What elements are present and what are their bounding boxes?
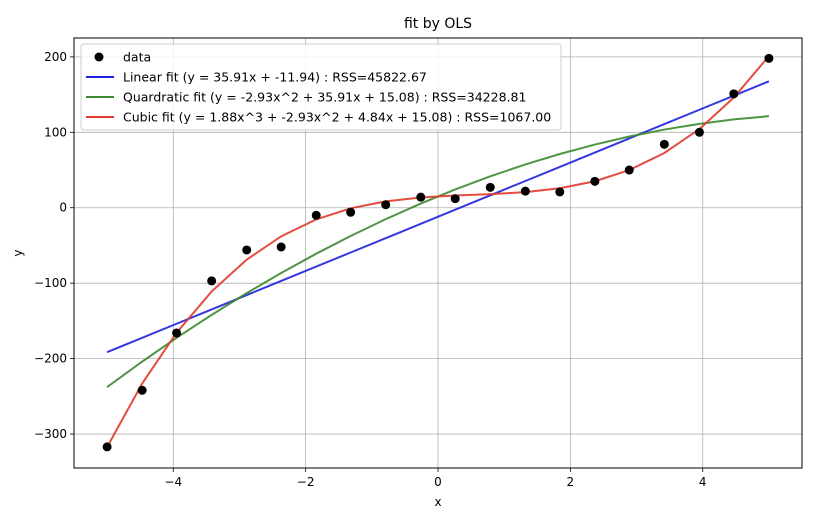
x-tick-label: −4 bbox=[164, 475, 182, 489]
data-point bbox=[311, 210, 321, 220]
series-line-1 bbox=[106, 80, 770, 354]
legend: data Linear fit (y = 35.91x + -11.94) : R… bbox=[80, 43, 562, 131]
data-point bbox=[624, 165, 634, 175]
x-tick-label: 4 bbox=[699, 475, 707, 489]
data-point bbox=[137, 385, 147, 395]
y-tick-label: −100 bbox=[34, 276, 67, 290]
x-tick-label: 0 bbox=[434, 475, 442, 489]
legend-label-data: data bbox=[123, 50, 151, 65]
data-point bbox=[729, 89, 739, 99]
data-point bbox=[381, 200, 391, 210]
data-point bbox=[764, 53, 774, 63]
x-ticks: −4 −2 0 2 4 bbox=[164, 468, 707, 489]
data-point bbox=[485, 182, 495, 192]
data-points bbox=[102, 53, 774, 452]
data-point bbox=[590, 176, 600, 186]
data-point bbox=[694, 127, 704, 137]
x-tick-label: 2 bbox=[567, 475, 575, 489]
data-point bbox=[102, 442, 112, 452]
y-axis-label: y bbox=[11, 249, 25, 256]
legend-marker-data bbox=[94, 52, 104, 62]
data-point bbox=[450, 194, 460, 204]
data-point bbox=[172, 328, 182, 338]
y-tick-label: −300 bbox=[34, 427, 67, 441]
legend-label-series-2: Quardratic fit (y = -2.93x^2 + 35.91x + … bbox=[123, 90, 526, 105]
data-point bbox=[242, 245, 252, 255]
data-point bbox=[520, 186, 530, 196]
chart-title: fit by OLS bbox=[404, 16, 472, 32]
legend-box bbox=[80, 43, 562, 131]
y-tick-label: 100 bbox=[44, 125, 67, 139]
legend-label-series-1: Linear fit (y = 35.91x + -11.94) : RSS=4… bbox=[123, 70, 427, 85]
x-axis-label: x bbox=[434, 495, 441, 509]
y-tick-label: 0 bbox=[59, 201, 67, 215]
series-line-3 bbox=[106, 55, 770, 448]
x-tick-label: −2 bbox=[297, 475, 315, 489]
data-point bbox=[207, 276, 217, 286]
data-point bbox=[276, 242, 286, 252]
y-ticks: −300 −200 −100 0 100 200 bbox=[34, 50, 74, 441]
data-point bbox=[659, 139, 669, 149]
series-lines bbox=[106, 55, 770, 448]
y-tick-label: 200 bbox=[44, 50, 67, 64]
legend-label-series-3: Cubic fit (y = 1.88x^3 + -2.93x^2 + 4.84… bbox=[123, 110, 551, 125]
data-point bbox=[416, 192, 426, 202]
data-point bbox=[346, 207, 356, 217]
y-tick-label: −200 bbox=[34, 352, 67, 366]
data-point bbox=[555, 187, 565, 197]
